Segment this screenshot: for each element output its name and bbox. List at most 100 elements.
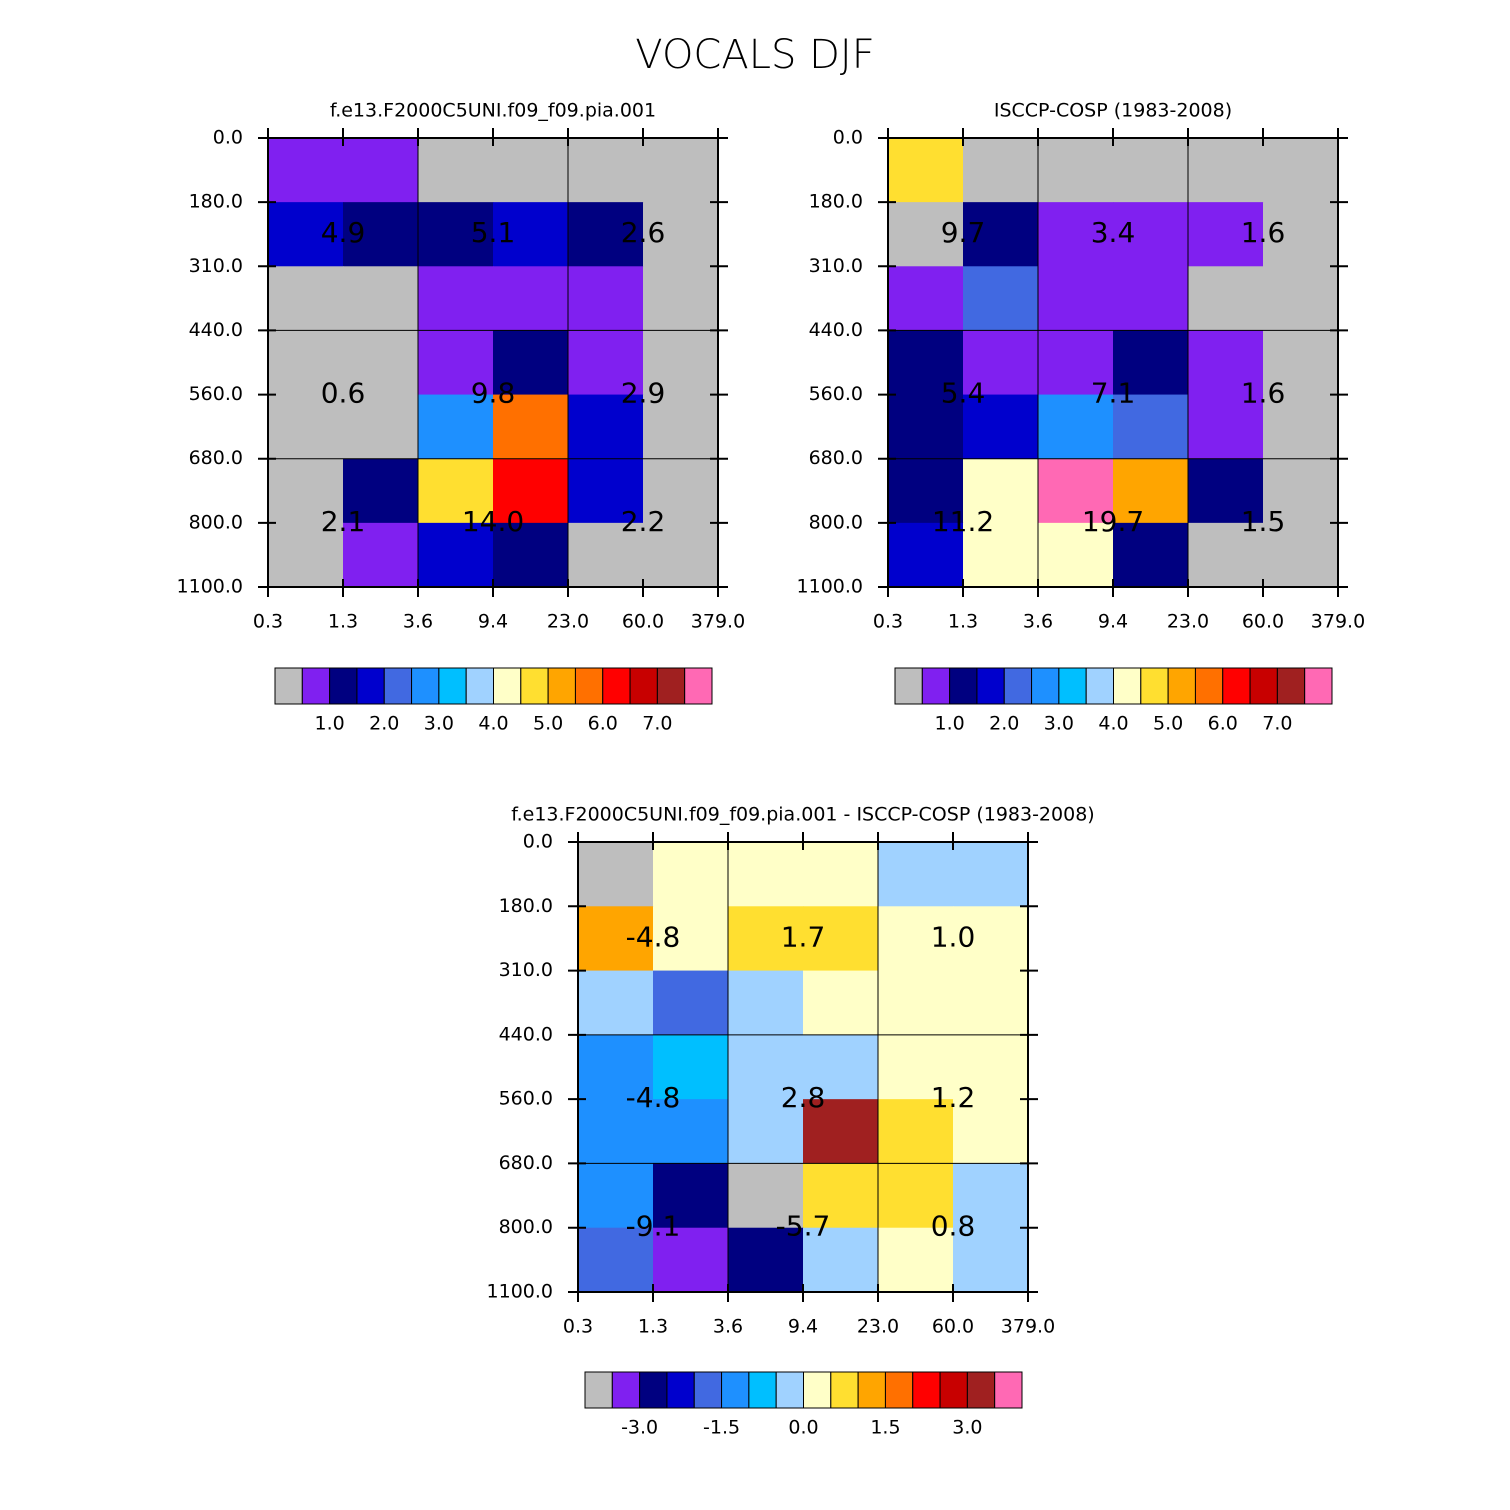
colorbar-box xyxy=(1194,667,1224,705)
colorbar-label: 3.0 xyxy=(1044,713,1074,735)
colorbar-label: 4.0 xyxy=(1098,713,1128,735)
cell xyxy=(1263,330,1339,396)
cell-label: 2.8 xyxy=(781,1081,826,1114)
cell xyxy=(653,1163,729,1229)
cell xyxy=(343,138,419,203)
colorbar-box xyxy=(939,1371,968,1409)
colorbar-box xyxy=(748,1371,777,1409)
colorbar-label: 2.0 xyxy=(369,713,399,735)
x-tick-label: 1.3 xyxy=(328,611,358,633)
cell xyxy=(963,522,1039,588)
colorbar-label: 6.0 xyxy=(1208,713,1238,735)
colorbar-label: 1.5 xyxy=(870,1417,900,1439)
cell xyxy=(418,394,494,460)
cell xyxy=(953,1227,1029,1293)
cell-label: -5.7 xyxy=(776,1210,831,1243)
colorbar-box xyxy=(1222,667,1251,705)
y-tick-label: 560.0 xyxy=(189,383,243,405)
x-tick-label: 60.0 xyxy=(622,611,664,633)
x-tick-label: 23.0 xyxy=(547,611,589,633)
colorbar-box xyxy=(884,1371,914,1409)
cell xyxy=(1113,266,1189,331)
cell xyxy=(653,842,729,907)
colorbar-box xyxy=(894,667,923,705)
x-tick-label: 379.0 xyxy=(1001,1316,1055,1338)
cell xyxy=(888,202,964,267)
cell xyxy=(953,1034,1029,1100)
cell xyxy=(343,394,419,460)
cell xyxy=(578,1227,654,1293)
colorbar-box xyxy=(602,667,631,705)
cell xyxy=(268,394,344,460)
cell xyxy=(1038,202,1114,267)
colorbar-label: 3.0 xyxy=(424,713,454,735)
cell xyxy=(963,202,1039,267)
x-tick-label: 60.0 xyxy=(932,1316,974,1338)
cell xyxy=(643,330,719,396)
cell xyxy=(343,522,419,588)
y-tick-label: 800.0 xyxy=(499,1216,553,1238)
cell xyxy=(963,458,1039,524)
cell xyxy=(493,138,569,203)
cell xyxy=(1113,138,1189,203)
colorbar-box xyxy=(994,1371,1023,1409)
y-tick-label: 0.0 xyxy=(833,127,863,149)
y-tick-label: 560.0 xyxy=(809,383,863,405)
cell-label: -9.1 xyxy=(626,1210,681,1243)
cell xyxy=(418,202,494,267)
y-tick-label: 800.0 xyxy=(809,511,863,533)
colorbar-box xyxy=(584,1371,613,1409)
y-tick-label: 440.0 xyxy=(189,319,243,341)
cell xyxy=(963,330,1039,396)
cell-label: 1.5 xyxy=(1241,505,1286,538)
x-tick-label: 9.4 xyxy=(1098,611,1128,633)
cell xyxy=(268,330,344,396)
cell xyxy=(888,522,964,588)
cell xyxy=(728,1163,804,1229)
cell xyxy=(953,842,1029,907)
colorbar-box xyxy=(1167,667,1196,705)
colorbar-box xyxy=(684,667,713,705)
x-tick-label: 0.3 xyxy=(873,611,903,633)
cell-label: 11.2 xyxy=(932,505,994,538)
cell xyxy=(643,522,719,588)
y-tick-label: 800.0 xyxy=(189,511,243,533)
colorbar-box xyxy=(611,1371,641,1409)
cell xyxy=(643,458,719,524)
cell xyxy=(578,1034,654,1100)
cell xyxy=(728,906,804,972)
colorbar-box xyxy=(465,667,494,705)
cell-label: 19.7 xyxy=(1082,505,1144,538)
cell-label: 0.6 xyxy=(321,377,366,410)
colorbar-box xyxy=(639,1371,668,1409)
cell-label: 1.7 xyxy=(781,920,826,953)
cell xyxy=(963,138,1039,203)
y-tick-label: 680.0 xyxy=(809,447,863,469)
colorbar-box xyxy=(411,667,440,705)
cell xyxy=(1263,202,1339,267)
cell xyxy=(493,522,569,588)
y-tick-label: 1100.0 xyxy=(177,576,243,598)
cell xyxy=(578,906,654,972)
colorbar-box xyxy=(629,667,658,705)
cell xyxy=(493,202,569,267)
cell-label: 1.0 xyxy=(931,920,976,953)
x-tick-label: 1.3 xyxy=(638,1316,668,1338)
cell xyxy=(728,1227,804,1293)
cell xyxy=(343,458,419,524)
x-tick-label: 9.4 xyxy=(788,1316,818,1338)
cell-label: 0.8 xyxy=(931,1210,976,1243)
cell-label: 7.1 xyxy=(1091,377,1136,410)
cell xyxy=(888,138,964,203)
colorbar-box xyxy=(1085,667,1114,705)
x-tick-label: 3.6 xyxy=(1023,611,1053,633)
cell xyxy=(728,1099,804,1164)
cell-label: 2.9 xyxy=(621,377,666,410)
colorbar-box xyxy=(493,667,522,705)
cell xyxy=(1113,394,1189,460)
cell-label: 1.2 xyxy=(931,1081,976,1114)
cell xyxy=(953,1099,1029,1164)
cell xyxy=(1113,202,1189,267)
colorbar-box xyxy=(966,1371,996,1409)
